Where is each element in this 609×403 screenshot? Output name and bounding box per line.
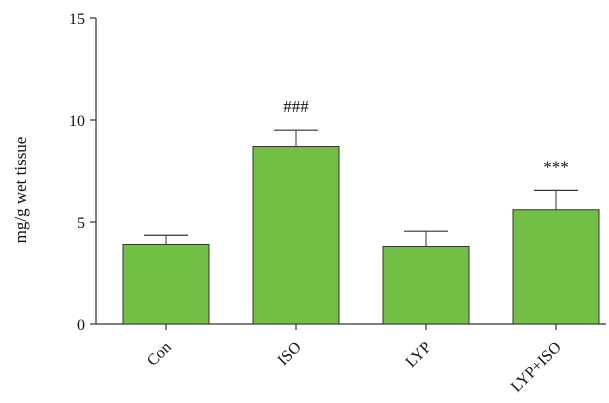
significance-label: ### — [283, 97, 309, 116]
x-tick-label: ISO — [275, 339, 305, 369]
bar-lyp-iso — [512, 209, 600, 325]
bar-con — [122, 243, 210, 325]
y-axis-label: mg/g wet tissue — [11, 137, 30, 244]
x-tick-label: LYP+ISO — [508, 339, 565, 396]
x-tick-label: LYP — [403, 339, 435, 371]
y-tick-label: 5 — [77, 215, 85, 232]
x-tick-label: Con — [144, 339, 175, 370]
y-tick-label: 15 — [69, 11, 85, 28]
bar-iso — [252, 146, 340, 325]
y-tick-label: 0 — [77, 317, 85, 334]
plot-area: 0 5 10 15 Con ### ISO LYP *** LYP+ISO — [69, 11, 606, 396]
y-tick-label: 10 — [69, 113, 85, 130]
bar-lyp — [382, 245, 470, 325]
significance-label: *** — [543, 157, 569, 176]
